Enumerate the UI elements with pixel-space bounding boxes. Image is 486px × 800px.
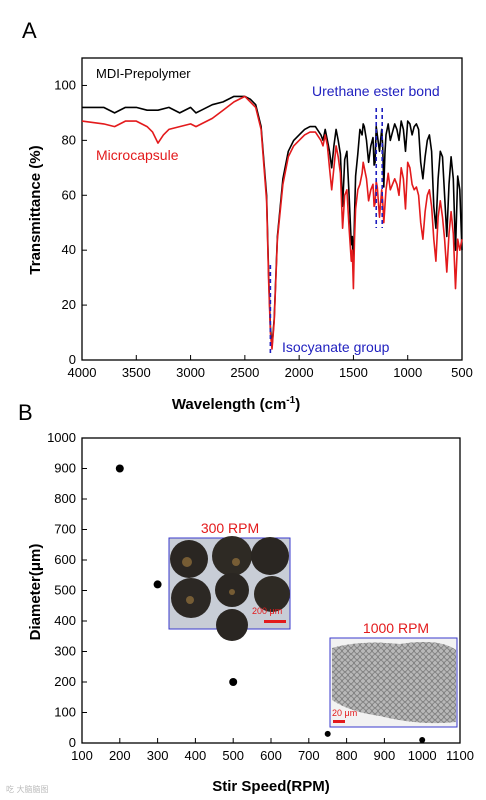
y-tick-label: 300 xyxy=(54,644,76,659)
y-tick-label: 400 xyxy=(54,613,76,628)
chart-b-y-label: Diameter(μm) xyxy=(27,544,44,641)
chart-a-x-ticks: 4000 3500 3000 2500 2000 1500 1000 500 xyxy=(68,355,473,380)
microsphere-highlight xyxy=(182,557,192,567)
series-line-microcapsule xyxy=(81,95,463,350)
x-tick-label: 2500 xyxy=(230,365,259,380)
y-tick-label: 100 xyxy=(54,77,76,92)
chart-a-x-label: Wavelength (cm-1) xyxy=(172,395,300,413)
inset-300rpm: 300 RPM 200 μm xyxy=(168,520,291,641)
data-point xyxy=(229,678,238,686)
x-tick-label: 1000 xyxy=(393,365,422,380)
chart-b-x-ticks: 100 200 300 400 500 600 700 800 900 1000 1100 xyxy=(71,738,474,763)
legend-label-mdi: MDI-Prepolymer xyxy=(96,66,191,81)
chart-b-points xyxy=(115,464,426,743)
y-tick-label: 800 xyxy=(54,491,76,506)
x-tick-label: 2000 xyxy=(285,365,314,380)
x-tick-label: 500 xyxy=(451,365,473,380)
chart-a-y-label: Transmittance (%) xyxy=(27,145,44,274)
panel-label-b: B xyxy=(18,400,33,425)
x-tick-label: 1500 xyxy=(339,365,368,380)
data-point xyxy=(419,736,426,743)
x-tick-label: 4000 xyxy=(68,365,97,380)
data-point xyxy=(153,580,162,589)
x-tick-label: 500 xyxy=(222,748,244,763)
y-tick-label: 100 xyxy=(54,705,76,720)
y-tick-label: 600 xyxy=(54,552,76,567)
microsphere-cluster-texture xyxy=(332,642,456,724)
microsphere xyxy=(251,537,289,575)
y-tick-label: 0 xyxy=(69,735,76,750)
x-tick-label: 700 xyxy=(298,748,320,763)
microsphere xyxy=(254,576,290,612)
y-tick-label: 900 xyxy=(54,461,76,476)
microsphere xyxy=(212,536,252,576)
y-tick-label: 1000 xyxy=(47,430,76,445)
y-tick-label: 80 xyxy=(62,132,76,147)
y-tick-label: 60 xyxy=(62,187,76,202)
data-point xyxy=(115,464,124,473)
y-tick-label: 200 xyxy=(54,674,76,689)
series-line-mdi-prepolymer xyxy=(82,95,463,348)
annotation-urethane: Urethane ester bond xyxy=(312,83,440,99)
inset-1000rpm-scalebar xyxy=(333,720,345,723)
data-point xyxy=(324,730,331,737)
x-tick-label: 3000 xyxy=(176,365,205,380)
x-tick-label: 100 xyxy=(71,748,93,763)
x-tick-label: 400 xyxy=(185,748,207,763)
microsphere-highlight xyxy=(232,558,240,566)
y-tick-label: 40 xyxy=(62,242,76,257)
y-tick-label: 500 xyxy=(54,583,76,598)
microsphere-highlight xyxy=(186,596,194,604)
x-tick-label: 900 xyxy=(374,748,396,763)
y-tick-label: 20 xyxy=(62,297,76,312)
y-tick-label: 700 xyxy=(54,522,76,537)
x-tick-label: 600 xyxy=(260,748,282,763)
microsphere xyxy=(216,609,248,641)
chart-b-x-label: Stir Speed(RPM) xyxy=(212,778,330,795)
inset-1000rpm-title: 1000 RPM xyxy=(363,620,429,636)
chart-a-frame xyxy=(81,57,463,361)
x-tick-label: 3500 xyxy=(122,365,151,380)
chart-a-y-ticks: 0 20 40 60 80 100 xyxy=(54,77,87,367)
inset-1000rpm-scale: 20 μm xyxy=(332,708,357,718)
inset-1000rpm: 1000 RPM 20 μm xyxy=(329,620,458,728)
panel-label-a: A xyxy=(22,18,37,43)
y-tick-label: 0 xyxy=(69,352,76,367)
inset-300rpm-scalebar xyxy=(264,620,286,623)
annotation-isocyanate: Isocyanate group xyxy=(282,339,390,355)
chart-a-annotation-markers xyxy=(269,108,384,355)
x-tick-label: 200 xyxy=(109,748,131,763)
legend-label-microcapsule: Microcapsule xyxy=(96,147,179,163)
microsphere-highlight xyxy=(229,589,235,595)
watermark: 吃 大脑脑图 xyxy=(6,785,49,794)
chart-a-series xyxy=(81,95,463,350)
chart-b-y-ticks: 0 100 200 300 400 500 600 700 800 900 1000 xyxy=(47,430,87,750)
inset-300rpm-title: 300 RPM xyxy=(201,520,259,536)
inset-300rpm-scale: 200 μm xyxy=(252,606,282,616)
x-tick-label: 300 xyxy=(147,748,169,763)
x-tick-label: 1100 xyxy=(446,748,474,763)
x-tick-label: 800 xyxy=(336,748,358,763)
x-tick-label: 1000 xyxy=(408,748,437,763)
